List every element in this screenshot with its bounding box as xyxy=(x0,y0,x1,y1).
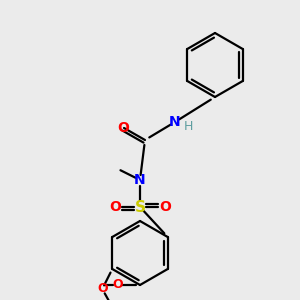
Text: O: O xyxy=(109,200,121,214)
Text: O: O xyxy=(113,278,123,292)
Text: S: S xyxy=(134,200,146,214)
Text: O: O xyxy=(97,283,108,296)
Text: O: O xyxy=(159,200,171,214)
Text: O: O xyxy=(117,121,129,135)
Text: N: N xyxy=(169,115,181,129)
Text: H: H xyxy=(183,119,193,133)
Text: N: N xyxy=(134,173,146,187)
